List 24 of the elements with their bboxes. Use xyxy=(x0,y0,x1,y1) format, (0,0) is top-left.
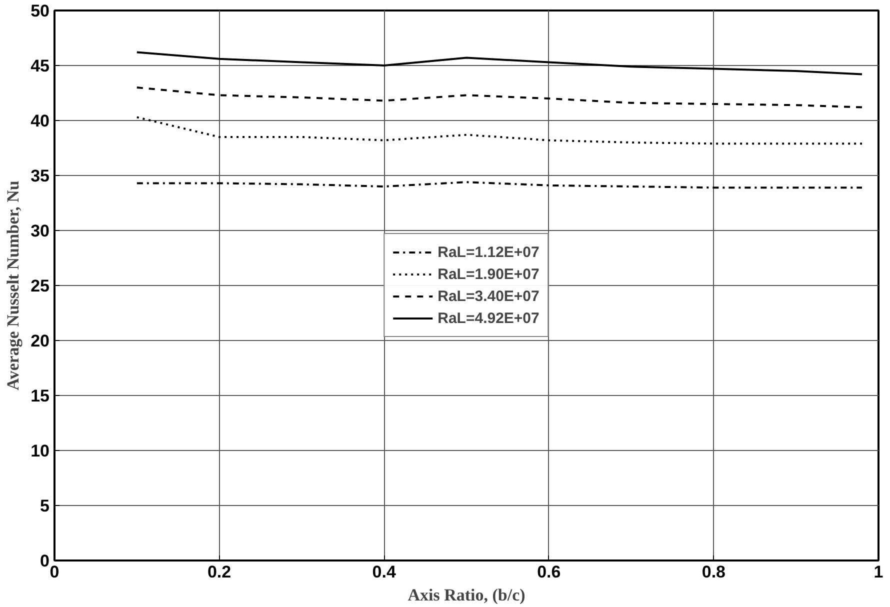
y-tick-label: 25 xyxy=(30,276,50,296)
line-series xyxy=(136,86,864,108)
legend-label: RaL=1.90E+07 xyxy=(438,266,540,282)
legend-label: RaL=4.92E+07 xyxy=(438,310,540,326)
y-tick-label: 15 xyxy=(30,386,50,406)
x-tick-label: 0.8 xyxy=(702,562,726,582)
y-tick-label: 20 xyxy=(30,332,50,350)
x-axis-title: Axis Ratio, (b/c) xyxy=(408,586,526,604)
legend-label: RaL=3.40E+07 xyxy=(438,288,540,304)
x-tick-label: 1 xyxy=(874,562,884,582)
y-tick-label: 50 xyxy=(30,2,50,20)
line-series xyxy=(136,51,864,76)
x-tick-label: 0.6 xyxy=(537,562,561,582)
y-tick-label: 45 xyxy=(30,56,50,76)
line-series xyxy=(136,116,864,145)
y-tick-label: 10 xyxy=(30,442,50,460)
y-tick-label: 40 xyxy=(30,112,50,130)
y-tick-label: 5 xyxy=(40,496,50,516)
legend-label: RaL=1.12E+07 xyxy=(438,244,540,260)
y-tick-label: 35 xyxy=(30,166,50,186)
y-tick-label: 30 xyxy=(30,222,50,240)
x-tick-label: 0.2 xyxy=(207,562,232,582)
x-tick-label: 0.4 xyxy=(372,562,396,582)
y-axis-title: Average Nusselt Number, Nu xyxy=(4,180,23,390)
